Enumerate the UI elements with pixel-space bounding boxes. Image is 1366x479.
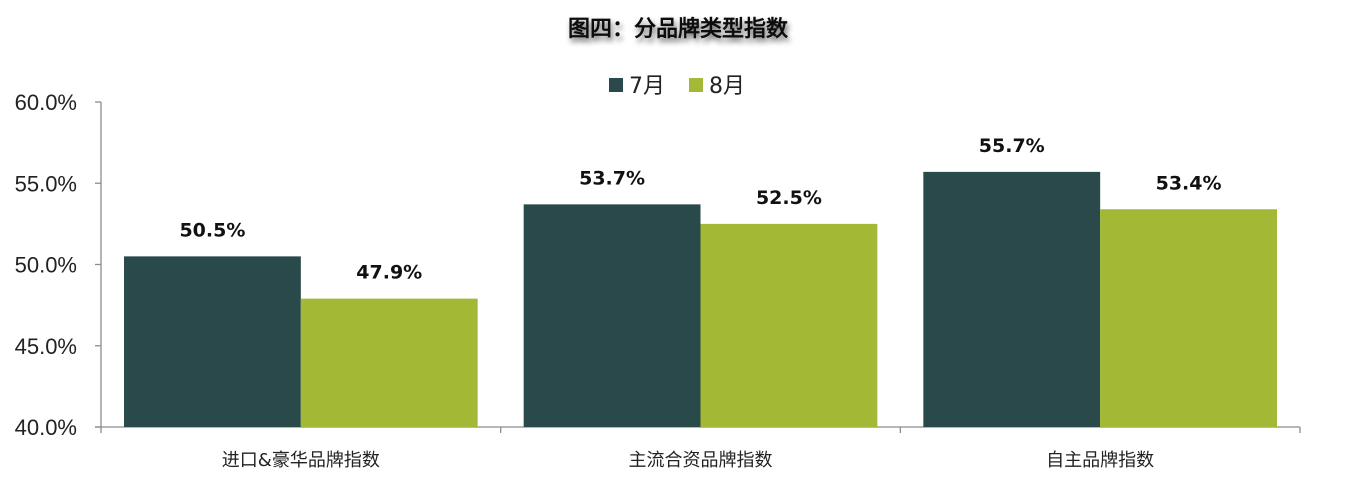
legend-swatch xyxy=(689,78,703,92)
bar xyxy=(300,298,478,427)
bar xyxy=(923,171,1101,427)
y-tick-label: 55.0% xyxy=(15,171,77,196)
chart-title: 图四：分品牌类型指数 xyxy=(568,16,789,42)
bar xyxy=(1100,209,1277,427)
data-label: 50.5% xyxy=(179,219,245,241)
bar xyxy=(124,256,301,427)
legend: 7月 8月 xyxy=(609,74,745,99)
data-label: 55.7% xyxy=(979,135,1045,157)
y-tick-label: 60.0% xyxy=(15,90,77,115)
y-tick-label: 40.0% xyxy=(15,415,77,440)
legend-label: 7月 xyxy=(629,74,665,99)
data-label: 52.5% xyxy=(756,187,822,209)
x-tick-label: 进口&豪华品牌指数 xyxy=(222,450,380,471)
data-label: 47.9% xyxy=(356,262,422,284)
data-label: 53.7% xyxy=(579,167,645,189)
legend-swatch xyxy=(609,78,623,92)
x-tick-label: 自主品牌指数 xyxy=(1046,450,1154,471)
bar xyxy=(523,204,701,427)
legend-label: 8月 xyxy=(709,74,745,99)
data-label: 53.4% xyxy=(1156,172,1222,194)
x-tick-label: 主流合资品牌指数 xyxy=(629,450,773,471)
y-tick-label: 45.0% xyxy=(15,334,77,359)
y-tick-label: 50.0% xyxy=(15,253,77,278)
bar xyxy=(700,223,878,427)
